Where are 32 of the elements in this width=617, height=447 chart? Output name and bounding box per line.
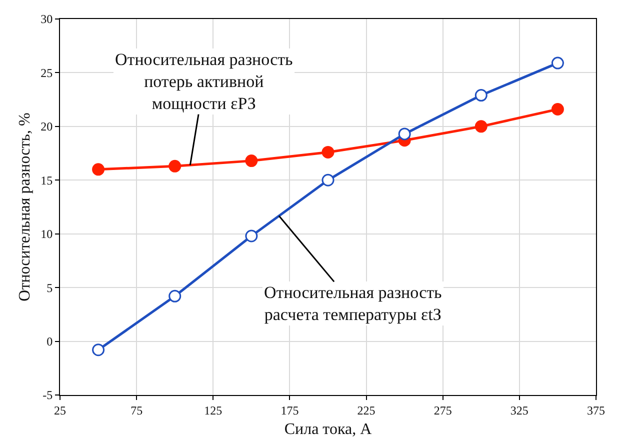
x-tick-label: 275: [434, 403, 452, 418]
x-tick-label: 325: [510, 403, 528, 418]
y-tick-label: 25: [40, 66, 53, 80]
point: [398, 128, 411, 140]
point: [245, 230, 258, 242]
x-tick-label: 125: [204, 403, 222, 418]
point: [168, 290, 182, 302]
text: Относительная разность потерь активной мощности εРЗ: [115, 50, 294, 114]
y-tick-label: 30: [40, 12, 53, 26]
point: [322, 146, 334, 158]
y-axis-title: Относительная разность, %: [16, 112, 34, 302]
y-tick-label: 10: [40, 227, 53, 242]
point: [551, 102, 564, 116]
x-axis-title: Сила тока, А: [284, 421, 372, 438]
text: Относительная разность расчета температуры εtЗ: [264, 283, 442, 324]
x-tick-label: 375: [587, 403, 605, 418]
point: [168, 160, 182, 172]
y-tick-label: 15: [40, 173, 53, 188]
point: [92, 344, 105, 356]
x-tick-label: 175: [280, 403, 299, 418]
x-tick-label: 75: [130, 403, 143, 418]
point: [245, 154, 258, 168]
point: [551, 56, 564, 70]
x-tick-label: 225: [357, 403, 376, 418]
y-tick-label: 20: [40, 120, 53, 134]
y-tick-label: 5: [46, 280, 53, 295]
point: [474, 120, 488, 133]
point: [474, 89, 488, 102]
y-tick-label: -5: [42, 388, 53, 402]
point: [92, 163, 105, 176]
y-tick-label: 0: [46, 334, 53, 348]
point: [322, 174, 334, 186]
